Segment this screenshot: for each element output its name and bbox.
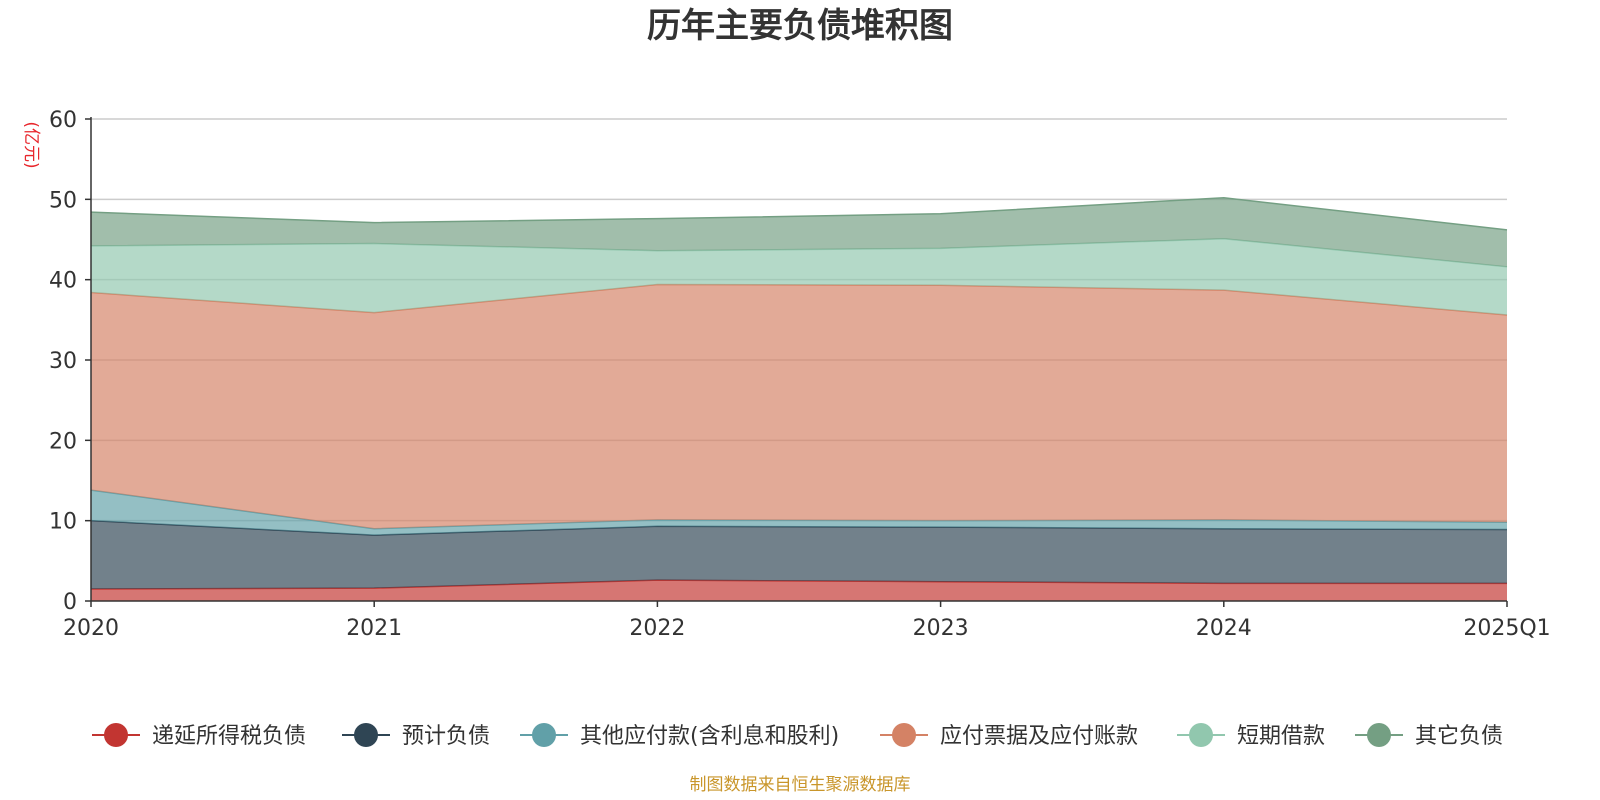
legend-label: 递延所得税负债 (152, 724, 306, 749)
legend-label: 预计负债 (402, 724, 490, 749)
legend-label: 应付票据及应付账款 (940, 724, 1138, 749)
legend-marker (1367, 723, 1391, 747)
x-tick-label: 2024 (1196, 616, 1252, 641)
y-axis-unit-label: (亿元) (21, 121, 41, 168)
legend-item-5[interactable]: 短期借款 (1177, 723, 1325, 749)
area-line-5 (90, 237, 1508, 268)
legend-marker (532, 723, 556, 747)
y-tick-label: 10 (49, 510, 77, 535)
legend-item-3[interactable]: 其他应付款(含利息和股利) (520, 723, 839, 749)
legend-item-2[interactable]: 预计负债 (342, 723, 490, 749)
y-tick-label: 60 (49, 108, 77, 133)
legend-marker (104, 723, 128, 747)
y-tick-label: 20 (49, 429, 77, 454)
legend-item-1[interactable]: 递延所得税负债 (92, 723, 306, 749)
axes: 0 10 20 30 40 50 60 2020 2021 2022 2023 2024 2025Q1 (49, 108, 1551, 641)
legend-item-6[interactable]: 其它负债 (1355, 723, 1503, 749)
legend-label: 其他应付款(含利息和股利) (580, 724, 839, 749)
x-tick-label: 2021 (346, 616, 402, 641)
data-source-note: 制图数据来自恒生聚源数据库 (690, 775, 911, 795)
area-4 (91, 284, 1507, 529)
x-tick-label: 2023 (913, 616, 969, 641)
y-tick-label: 30 (49, 349, 77, 374)
x-tick-label: 2025Q1 (1463, 616, 1550, 641)
area-3 (91, 490, 1507, 536)
area-5 (91, 238, 1507, 316)
legend-marker (1189, 723, 1213, 747)
area-series (90, 196, 1508, 601)
legend[interactable]: 递延所得税负债 预计负债 其他应付款(含利息和股利) 应付票据及应付账款 短期借款 其它负… (92, 723, 1503, 749)
legend-label: 短期借款 (1237, 724, 1325, 749)
legend-label: 其它负债 (1415, 724, 1503, 749)
area-1 (91, 580, 1507, 601)
legend-marker (354, 723, 378, 747)
area-2 (91, 520, 1507, 589)
legend-marker (892, 723, 916, 747)
area-6 (91, 197, 1507, 267)
area-line-6 (90, 196, 1508, 231)
legend-item-4[interactable]: 应付票据及应付账款 (880, 723, 1138, 749)
y-tick-label: 0 (63, 590, 77, 615)
chart-title: 历年主要负债堆积图 (647, 6, 953, 46)
x-tick-label: 2020 (63, 616, 119, 641)
x-tick-label: 2022 (629, 616, 685, 641)
y-tick-label: 50 (49, 188, 77, 213)
y-tick-label: 40 (49, 269, 77, 294)
